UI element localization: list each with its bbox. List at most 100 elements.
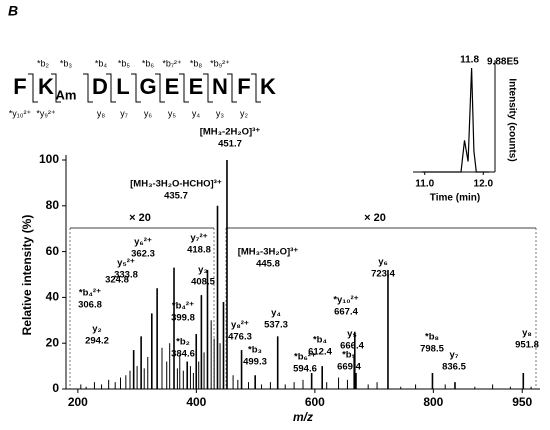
mz-label: 435.7 [164, 191, 188, 202]
ion-label: y₄ [271, 308, 281, 319]
y-ion-label: y₄ [192, 108, 201, 118]
ion-label: y₅ [347, 329, 357, 340]
mz-label: 537.3 [264, 320, 288, 331]
chromatogram [421, 67, 490, 173]
mz-label: 836.5 [442, 362, 466, 373]
ion-label: *b₄²⁺ [79, 288, 101, 299]
ion-label: *b₅ [342, 350, 356, 361]
ion-label: *b₃ [248, 345, 262, 356]
x-tick-label: 200 [68, 395, 88, 409]
y-ion-label: y₇ [120, 108, 128, 118]
zoom-label: × 20 [129, 212, 151, 224]
cleavage-marker [83, 73, 93, 103]
residue: K [38, 74, 54, 99]
ion-label: y₇ [449, 350, 458, 361]
x-tick-label: 400 [186, 395, 206, 409]
x-tick-label: 800 [423, 395, 443, 409]
zoom-label: × 20 [364, 212, 386, 224]
cleavage-marker [28, 73, 38, 103]
ion-label: [MH₃-2H₂O]³⁺ [200, 127, 261, 138]
y-tick-label: 0 [52, 381, 59, 395]
mz-label: 669.4 [337, 362, 361, 373]
residue: Am [56, 87, 77, 102]
y-ion-label: y₈ [97, 108, 106, 118]
residue: F [13, 74, 26, 99]
mz-label: 399.8 [171, 313, 195, 324]
y-ion-label: *y₉²⁺ [36, 108, 56, 118]
mz-label: 306.8 [78, 300, 102, 311]
peptide-map: F K Am D L G E E N F K*b₂ *b₃ *b₄ *b₅ *b₆ *b₇²⁺ *b₈ *b₉²⁺… [9, 58, 276, 118]
residue: E [189, 74, 204, 99]
y-tick-label: 100 [39, 152, 59, 166]
max-intensity-label: 9.88E5 [487, 57, 519, 68]
ion-label: *b₄ [313, 335, 328, 346]
ion-label: *y₁₀²⁺ [333, 295, 358, 306]
residue: L [116, 74, 129, 99]
residue: K [260, 74, 276, 99]
mz-label: 798.5 [420, 344, 444, 355]
b-ion-label: *b₇²⁺ [162, 58, 182, 68]
mz-label: 951.8 [515, 340, 539, 351]
mz-label: 476.3 [228, 332, 252, 343]
ion-label: y₆ [378, 257, 388, 268]
cleavage-marker [251, 73, 261, 103]
cleavage-marker [51, 73, 61, 103]
b-ion-label: *b₄ [95, 58, 108, 68]
y-ion-label: y₆ [144, 108, 153, 118]
ion-label: y₈ [522, 328, 532, 339]
mz-label: 384.6 [171, 349, 195, 360]
ion-label: *b₆²⁺ [294, 352, 316, 363]
x-axis-title: m/z [293, 410, 313, 424]
mz-label: 418.8 [187, 245, 211, 256]
mz-label: 499.3 [243, 357, 267, 368]
ion-label: [MH₃-3H₂O-HCHO]³⁺ [130, 179, 222, 190]
b-ion-label: *b₆ [142, 58, 155, 68]
cleavage-marker [131, 73, 141, 103]
y-tick-label: 40 [46, 290, 60, 304]
ion-label: [MH₃-3H₂O]³⁺ [238, 247, 299, 258]
y-tick-label: 60 [46, 244, 60, 258]
inset-x-title: Time (min) [430, 193, 480, 204]
mz-label: 294.2 [85, 336, 109, 347]
y-ion-label: y₅ [168, 108, 177, 118]
mz-label: 667.4 [334, 307, 358, 318]
b-ion-label: *b₂ [37, 58, 50, 68]
mz-label: 333.8 [114, 270, 138, 281]
mz-label: 408.5 [191, 277, 215, 288]
mz-label: 723.4 [371, 269, 395, 280]
residue: N [212, 74, 228, 99]
inset-x-tick-label: 12.0 [474, 179, 494, 190]
y-axis-title: Relative intensity (%) [20, 215, 34, 336]
x-tick-label: 950 [512, 395, 532, 409]
residue: F [237, 74, 250, 99]
mz-label: 445.8 [256, 259, 280, 270]
b-ion-label: *b₈ [190, 58, 203, 68]
cleavage-marker [203, 73, 213, 103]
mz-label: 666.4 [340, 341, 364, 352]
inset-y-title: Intensity (counts) [506, 78, 517, 161]
ion-label: y₅²⁺ [117, 258, 135, 269]
peak-time-label: 11.8 [460, 55, 479, 66]
residue: D [92, 74, 108, 99]
residue: E [165, 74, 180, 99]
mz-label: 594.6 [293, 364, 317, 375]
ion-label: y₇²⁺ [190, 233, 207, 244]
mz-label: 324.8 [105, 275, 129, 286]
mz-label: 612.4 [308, 347, 332, 358]
cleavage-marker [106, 73, 116, 103]
y-ion-label: *y₁₀²⁺ [9, 108, 32, 118]
b-ion-label: *b₅ [118, 58, 131, 68]
x-tick-label: 600 [305, 395, 325, 409]
ion-label: *b₂ [176, 337, 190, 348]
residue: G [139, 74, 156, 99]
b-ion-label: *b₉²⁺ [210, 58, 230, 68]
y-tick-label: 80 [46, 198, 60, 212]
ion-label: y₃ [198, 265, 208, 276]
ion-label: y₈²⁺ [231, 320, 249, 331]
cleavage-marker [179, 73, 189, 103]
ion-label: *b₄²⁺ [172, 301, 194, 312]
ion-label: y₆²⁺ [134, 237, 152, 248]
mz-label: 362.3 [131, 249, 155, 260]
inset-x-tick-label: 11.0 [415, 179, 434, 190]
panel-label: B [8, 3, 18, 19]
